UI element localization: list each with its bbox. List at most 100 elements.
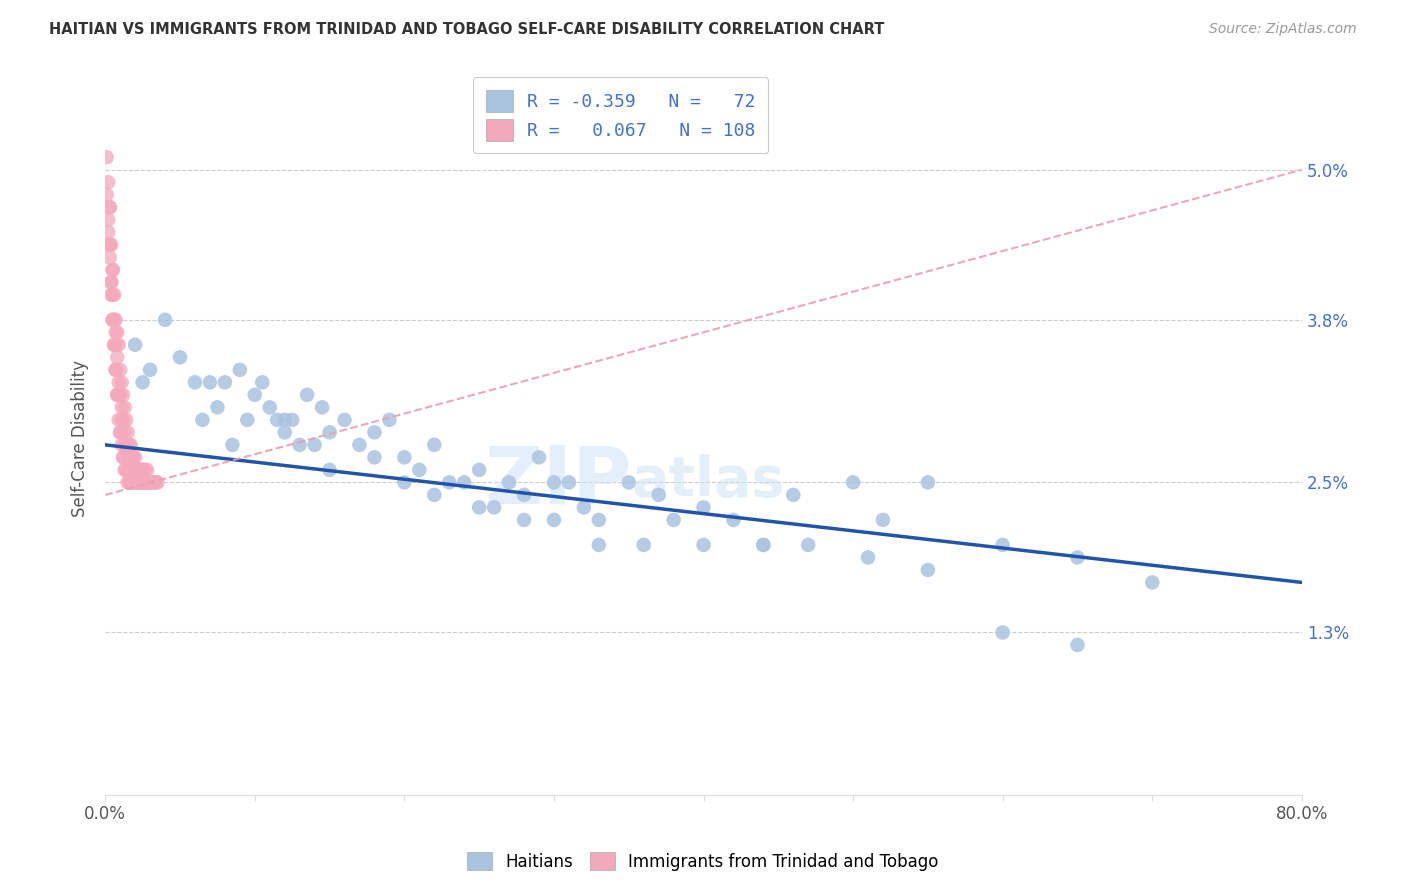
Point [128, 475, 150, 490]
Point [111, 413, 134, 427]
Point [252, 376, 274, 390]
Point [145, 475, 167, 490]
Point [498, 475, 520, 490]
Point [662, 513, 685, 527]
Point [103, 338, 125, 352]
Point [120, 475, 142, 490]
Point [117, 463, 139, 477]
Point [114, 463, 136, 477]
Point [131, 475, 153, 490]
Point [112, 388, 135, 402]
Point [135, 463, 157, 477]
Text: Source: ZipAtlas.com: Source: ZipAtlas.com [1209, 22, 1357, 37]
Point [394, 475, 416, 490]
Point [105, 351, 128, 365]
Point [128, 463, 150, 477]
Point [236, 413, 259, 427]
Point [318, 425, 340, 440]
Point [842, 475, 865, 490]
Point [142, 475, 165, 490]
Point [96, 150, 118, 164]
Point [468, 500, 491, 515]
Point [121, 450, 143, 465]
Point [136, 475, 159, 490]
Point [513, 488, 536, 502]
Point [558, 475, 581, 490]
Text: HAITIAN VS IMMIGRANTS FROM TRINIDAD AND TOBAGO SELF-CARE DISABILITY CORRELATION : HAITIAN VS IMMIGRANTS FROM TRINIDAD AND … [49, 22, 884, 37]
Point [423, 488, 446, 502]
Point [112, 450, 135, 465]
Point [107, 413, 129, 427]
Point [363, 425, 385, 440]
Point [124, 463, 146, 477]
Point [229, 363, 252, 377]
Point [104, 313, 127, 327]
Point [103, 287, 125, 301]
Point [527, 450, 550, 465]
Point [439, 475, 461, 490]
Point [633, 538, 655, 552]
Point [108, 388, 131, 402]
Point [184, 376, 207, 390]
Point [101, 287, 124, 301]
Point [114, 425, 136, 440]
Point [122, 450, 145, 465]
Point [124, 338, 146, 352]
Point [98, 200, 121, 214]
Point [453, 475, 475, 490]
Point [153, 313, 176, 327]
Point [122, 475, 145, 490]
Point [121, 463, 143, 477]
Point [1066, 550, 1088, 565]
Point [115, 438, 138, 452]
Point [98, 237, 121, 252]
Point [105, 388, 128, 402]
Point [98, 250, 121, 264]
Point [221, 438, 243, 452]
Point [917, 563, 939, 577]
Point [295, 388, 318, 402]
Point [543, 513, 565, 527]
Point [318, 463, 340, 477]
Y-axis label: Self-Care Disability: Self-Care Disability [72, 360, 89, 517]
Point [129, 475, 152, 490]
Point [120, 450, 142, 465]
Point [117, 425, 139, 440]
Point [513, 513, 536, 527]
Point [647, 488, 669, 502]
Point [101, 313, 124, 327]
Point [104, 363, 127, 377]
Point [104, 338, 127, 352]
Point [288, 438, 311, 452]
Point [266, 413, 288, 427]
Point [141, 475, 163, 490]
Point [692, 538, 714, 552]
Legend: R = -0.359   N =   72, R =   0.067   N = 108: R = -0.359 N = 72, R = 0.067 N = 108 [474, 77, 769, 153]
Point [349, 438, 371, 452]
Point [97, 175, 120, 189]
Point [127, 475, 149, 490]
Point [468, 463, 491, 477]
Point [129, 463, 152, 477]
Point [114, 401, 136, 415]
Point [100, 237, 122, 252]
Point [872, 513, 894, 527]
Point [856, 550, 879, 565]
Point [139, 475, 162, 490]
Point [131, 376, 153, 390]
Point [104, 363, 127, 377]
Point [117, 438, 139, 452]
Point [100, 275, 122, 289]
Point [423, 438, 446, 452]
Point [103, 338, 125, 352]
Point [117, 475, 139, 490]
Point [105, 326, 128, 340]
Point [482, 500, 505, 515]
Point [198, 376, 221, 390]
Point [128, 475, 150, 490]
Point [100, 287, 122, 301]
Point [378, 413, 401, 427]
Point [107, 376, 129, 390]
Point [111, 401, 134, 415]
Point [917, 475, 939, 490]
